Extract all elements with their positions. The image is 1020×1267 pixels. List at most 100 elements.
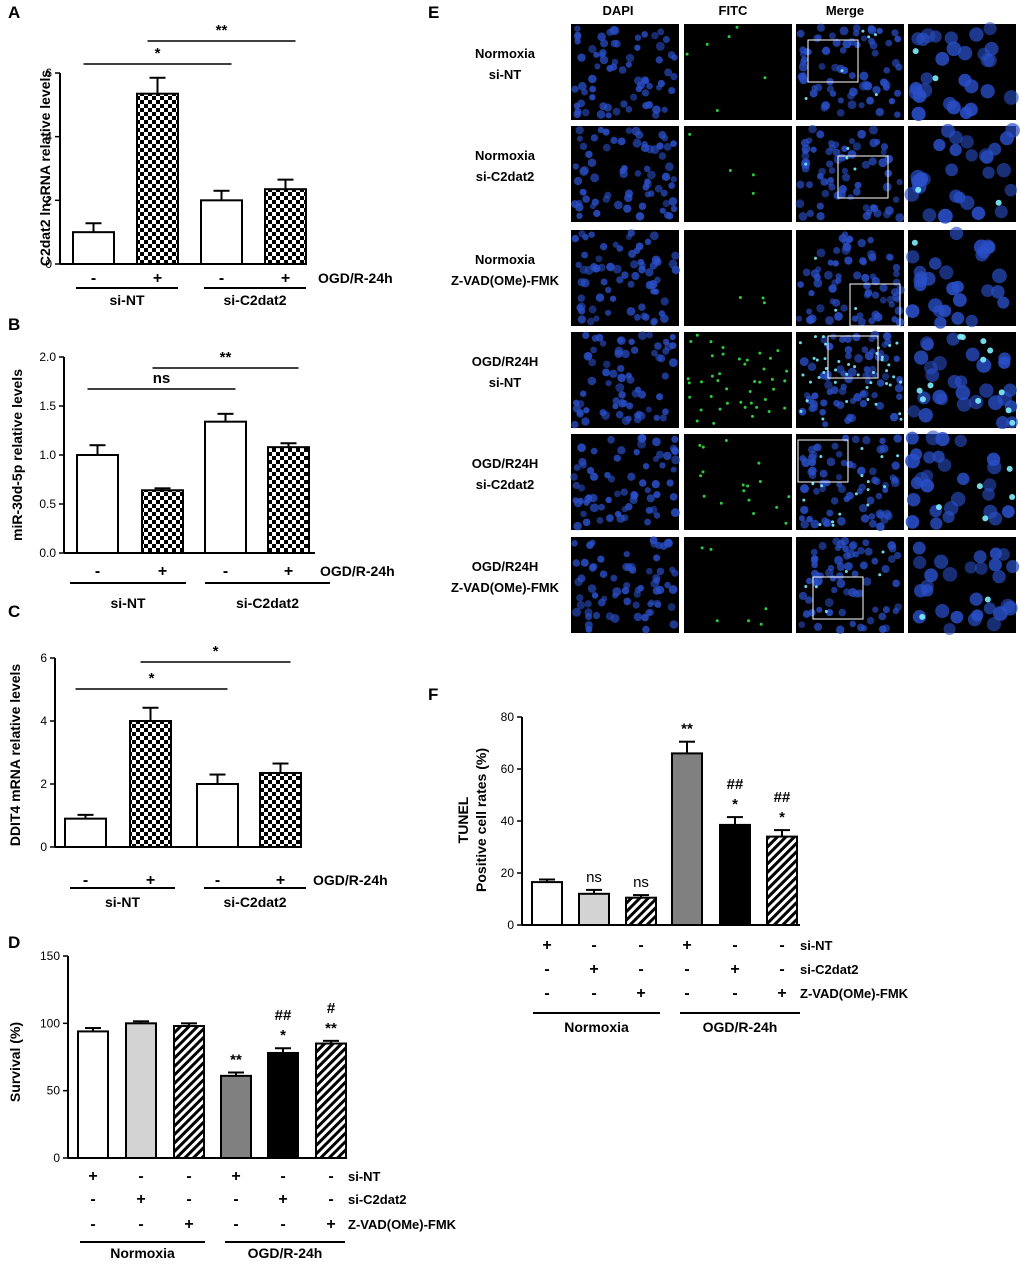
nucleus bbox=[654, 184, 663, 193]
nucleus bbox=[642, 102, 650, 110]
nucleus bbox=[933, 304, 946, 318]
nucleus bbox=[845, 413, 854, 422]
nucleus bbox=[638, 390, 647, 399]
nucleus bbox=[644, 238, 652, 246]
nucleus bbox=[615, 383, 625, 393]
nucleus bbox=[651, 31, 659, 40]
nucleus bbox=[907, 405, 921, 418]
positive-cell bbox=[880, 358, 884, 362]
nucleus bbox=[600, 39, 609, 48]
panel-f-y-tick-label: 80 bbox=[501, 710, 515, 724]
positive-cell bbox=[866, 488, 870, 492]
nucleus bbox=[871, 391, 878, 399]
panel-d-treatment-sign: - bbox=[186, 1191, 191, 1208]
nucleus bbox=[911, 106, 926, 121]
nucleus bbox=[857, 317, 866, 326]
nucleus bbox=[828, 144, 836, 152]
nucleus bbox=[838, 608, 847, 617]
nucleus bbox=[641, 76, 649, 84]
nucleus bbox=[805, 137, 813, 144]
panel-b-bar bbox=[141, 489, 184, 554]
nucleus bbox=[647, 608, 655, 616]
nucleus bbox=[656, 567, 665, 576]
nucleus bbox=[863, 281, 871, 290]
panel-f-bar bbox=[671, 752, 703, 927]
nucleus bbox=[871, 557, 879, 565]
panel-f-treatment-row-label: si-NT bbox=[800, 938, 833, 953]
nucleus bbox=[658, 152, 667, 160]
nucleus bbox=[840, 370, 847, 377]
positive-cell bbox=[768, 356, 772, 360]
panel-f-y-tick-label: 20 bbox=[501, 866, 515, 880]
nucleus bbox=[893, 551, 902, 560]
nucleus bbox=[611, 58, 619, 66]
positive-cell bbox=[735, 25, 739, 29]
panel-f-treatment-sign: + bbox=[589, 961, 598, 978]
nucleus bbox=[852, 142, 862, 151]
positive-cell bbox=[783, 406, 787, 410]
nucleus bbox=[593, 51, 600, 58]
nucleus bbox=[983, 504, 998, 519]
nucleus bbox=[597, 598, 606, 607]
positive-cell bbox=[719, 501, 723, 505]
panel-a-significance-label: * bbox=[155, 45, 161, 62]
positive-cell bbox=[885, 382, 889, 386]
panel-b-bar bbox=[267, 446, 310, 554]
positive-cell bbox=[998, 389, 1005, 396]
nucleus bbox=[998, 352, 1011, 365]
positive-cell bbox=[883, 485, 887, 489]
nucleus bbox=[612, 403, 619, 410]
positive-cell bbox=[892, 375, 896, 379]
nucleus bbox=[860, 514, 870, 523]
positive-cell bbox=[725, 401, 729, 405]
nucleus bbox=[869, 138, 879, 148]
nucleus bbox=[625, 189, 634, 198]
nucleus bbox=[886, 295, 895, 304]
nucleus bbox=[796, 29, 805, 38]
positive-cell bbox=[867, 35, 871, 39]
nucleus bbox=[603, 103, 613, 112]
positive-cell bbox=[764, 607, 768, 611]
nucleus bbox=[881, 341, 888, 348]
nucleus bbox=[960, 195, 975, 210]
nucleus bbox=[883, 331, 892, 341]
nucleus bbox=[612, 264, 622, 274]
positive-cell bbox=[982, 515, 989, 522]
nucleus bbox=[818, 63, 826, 70]
nucleus bbox=[980, 150, 994, 164]
nucleus bbox=[844, 561, 853, 571]
nucleus bbox=[668, 585, 678, 594]
nucleus bbox=[848, 542, 857, 551]
nucleus bbox=[930, 517, 943, 530]
nucleus bbox=[882, 606, 890, 614]
nucleus bbox=[838, 336, 846, 343]
nucleus bbox=[585, 150, 593, 159]
positive-cell bbox=[715, 108, 719, 112]
nucleus bbox=[579, 167, 589, 176]
positive-cell bbox=[772, 387, 776, 391]
panel-d-treatment-sign: - bbox=[138, 1216, 143, 1233]
nucleus bbox=[949, 143, 962, 157]
nucleus bbox=[625, 372, 632, 379]
panel-f-treatment-sign: - bbox=[732, 937, 737, 954]
nucleus bbox=[825, 316, 834, 325]
nucleus bbox=[894, 111, 901, 118]
nucleus bbox=[821, 517, 829, 525]
positive-cell bbox=[763, 76, 767, 80]
positive-cell bbox=[742, 489, 746, 493]
nucleus bbox=[848, 138, 855, 145]
panel-d-bar bbox=[315, 1042, 347, 1159]
fitc-image-background bbox=[684, 24, 792, 120]
nucleus bbox=[581, 417, 590, 426]
positive-cell bbox=[824, 367, 828, 371]
nucleus bbox=[908, 85, 924, 100]
merge-image bbox=[796, 330, 904, 428]
nucleus bbox=[587, 158, 597, 168]
nucleus bbox=[796, 180, 805, 189]
panel-d-bar bbox=[125, 1022, 157, 1159]
positive-cell bbox=[824, 610, 828, 614]
nucleus bbox=[798, 211, 808, 221]
nucleus bbox=[891, 461, 900, 470]
nucleus bbox=[600, 278, 608, 286]
positive-cell bbox=[758, 380, 762, 384]
